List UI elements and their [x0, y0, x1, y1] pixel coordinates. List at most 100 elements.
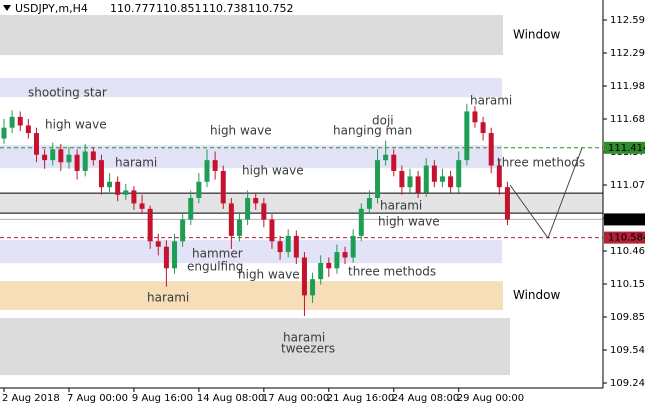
x-tick-label: 7 Aug 00:00: [67, 393, 128, 404]
zone: [0, 318, 510, 376]
candle-body: [139, 203, 145, 209]
price-label: 110.752: [608, 214, 645, 225]
candle-body: [375, 160, 381, 199]
candle-body: [25, 125, 31, 134]
candle-body: [496, 165, 502, 188]
y-tick-label: 111.985: [610, 81, 645, 92]
price-label: 110.584: [608, 233, 645, 244]
y-tick-label: 111.070: [610, 180, 645, 191]
candle-body: [236, 219, 242, 236]
pattern-label: engulfing: [187, 260, 243, 274]
candle-body: [82, 151, 88, 171]
candle-body: [399, 170, 405, 188]
candle-body: [480, 122, 486, 134]
pattern-label: harami: [470, 94, 512, 108]
candle-body: [33, 133, 39, 155]
candle-body: [326, 262, 332, 269]
candle-body: [172, 241, 178, 269]
price-label-box: [604, 231, 645, 244]
candle-body: [391, 154, 397, 171]
candle-body: [1, 127, 7, 139]
candle-body: [180, 219, 186, 242]
pattern-label: hammer: [192, 247, 243, 261]
candle-body: [228, 203, 234, 236]
x-tick-label: 9 Aug 16:00: [132, 393, 193, 404]
y-tick-label: 109.545: [610, 345, 645, 356]
candle-body: [107, 181, 113, 188]
candle-body: [488, 133, 494, 166]
candle-body: [423, 165, 429, 193]
candle-body: [245, 198, 251, 220]
pattern-label: high wave: [45, 118, 107, 132]
candle-body: [407, 176, 413, 188]
candle-body: [472, 111, 478, 123]
x-tick-label: 29 Aug 00:00: [457, 393, 524, 404]
header-value: 110.851: [156, 2, 202, 15]
candle-body: [204, 160, 210, 182]
candle-body: [188, 198, 194, 220]
candle-body: [342, 252, 348, 258]
zone: [0, 281, 503, 311]
candle-body: [366, 198, 372, 209]
candle-body: [334, 252, 340, 269]
price-label-box: [604, 213, 645, 226]
candle-body: [220, 170, 226, 204]
zone: [0, 15, 503, 56]
candle-body: [448, 176, 454, 188]
candle-body: [350, 235, 356, 258]
pattern-label: high wave: [238, 268, 300, 282]
candle-body: [464, 111, 470, 161]
candle-body: [431, 165, 437, 182]
zone: [0, 193, 603, 214]
pattern-label: harami: [147, 291, 189, 305]
pattern-label: tweezers: [281, 342, 335, 356]
candle-body: [115, 181, 121, 195]
pattern-label: harami: [283, 331, 325, 345]
candle-body: [155, 241, 161, 247]
price-label: 111.414: [608, 143, 645, 154]
y-tick-label: 112.290: [610, 48, 645, 59]
pattern-label: three methods: [497, 156, 585, 170]
candle-body: [17, 116, 23, 126]
candle-body: [310, 279, 316, 296]
candle-body: [269, 219, 275, 242]
pattern-label: shooting star: [28, 86, 107, 100]
candle-body: [50, 149, 56, 161]
candle-body: [383, 154, 389, 161]
candle-body: [90, 151, 96, 161]
header-value: 110.752: [248, 2, 294, 15]
pattern-label: three methods: [348, 265, 436, 279]
zone-label: Window: [513, 28, 561, 42]
x-tick-label: 24 Aug 08:00: [392, 393, 459, 404]
y-tick-label: 109.240: [610, 378, 645, 389]
pattern-label: high wave: [242, 164, 304, 178]
symbol: USDJPY,m,H4: [15, 2, 88, 15]
candle-body: [293, 235, 299, 258]
candle-body: [456, 160, 462, 188]
menu-arrow[interactable]: [3, 5, 11, 11]
pattern-label: harami: [380, 199, 422, 213]
candle-body: [196, 181, 202, 199]
candle-body: [74, 154, 80, 171]
candle-body: [504, 187, 510, 220]
candle-body: [42, 154, 48, 161]
plot: Window Window shooting star high wave harami…: [0, 15, 603, 376]
x-tick-label: 21 Aug 16:00: [327, 393, 394, 404]
y-tick-label: 110.155: [610, 279, 645, 290]
header-value: 110.777: [110, 2, 156, 15]
candle-body: [66, 154, 72, 163]
pattern-label: hanging man: [333, 124, 412, 138]
pattern-label: high wave: [210, 124, 272, 138]
price-label-box: [604, 141, 645, 154]
candle-body: [123, 190, 129, 195]
candle-body: [285, 235, 291, 253]
pattern-label: high wave: [378, 215, 440, 229]
projection: [509, 147, 583, 240]
y-tick-label: 109.850: [610, 312, 645, 323]
candle-body: [318, 262, 324, 280]
candle-body: [277, 241, 283, 253]
candle-body: [415, 176, 421, 193]
candle-body: [98, 160, 104, 188]
candle-body: [253, 198, 259, 204]
zone: [0, 78, 502, 98]
